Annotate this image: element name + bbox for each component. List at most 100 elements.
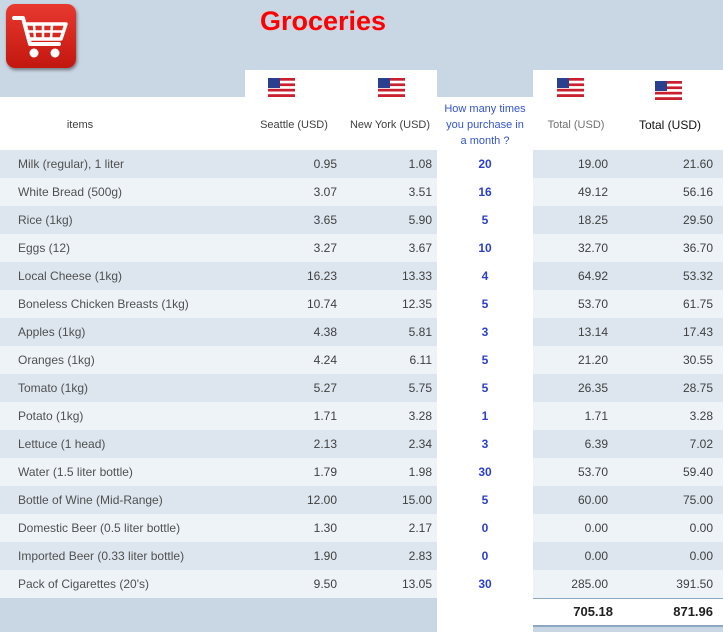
header-total-seattle: Total (USD) [547,119,605,131]
row-background [0,486,723,514]
item-name: Boneless Chicken Breasts (1kg) [18,297,189,311]
item-name: Oranges (1kg) [18,353,95,367]
table-row: Potato (1kg) 1.71 3.28 1 1.71 3.28 [0,402,723,430]
total-seattle: 18.25 [577,213,608,227]
header-seattle: Seattle (USD) [260,119,328,131]
item-name: Tomato (1kg) [18,381,89,395]
times-cell-background [437,430,533,458]
totals-box [533,598,723,627]
times-per-month[interactable]: 30 [478,465,492,479]
item-name: Domestic Beer (0.5 liter bottle) [18,521,181,535]
times-per-month[interactable]: 4 [481,269,489,283]
times-cell-background [437,346,533,374]
new-york-price: 2.83 [408,549,432,563]
times-per-month[interactable]: 5 [481,353,489,367]
times-per-month[interactable]: 3 [481,325,489,339]
total-new-york: 36.70 [682,241,713,255]
total-seattle: 21.20 [577,353,608,367]
new-york-price: 13.05 [401,577,432,591]
times-per-month[interactable]: 0 [481,521,489,535]
total-seattle: 1.71 [584,409,608,423]
table-row: Bottle of Wine (Mid-Range) 12.00 15.00 5 60.… [0,486,723,514]
total-new-york: 29.50 [682,213,713,227]
seattle-price: 5.27 [313,381,337,395]
row-background [0,262,723,290]
total-new-york: 7.02 [689,437,713,451]
seattle-price: 16.23 [306,269,337,283]
seattle-price: 9.50 [313,577,337,591]
total-seattle: 6.39 [584,437,608,451]
page-title: Groceries [260,6,387,36]
times-per-month[interactable]: 5 [481,297,489,311]
times-per-month[interactable]: 16 [478,185,492,199]
table-row: Oranges (1kg) 4.24 6.11 5 21.20 30.55 [0,346,723,374]
row-background [0,402,723,430]
grand-total-new-york: 871.96 [673,604,713,619]
grand-total-seattle: 705.18 [573,604,613,619]
new-york-price: 6.11 [409,353,432,367]
times-cell-background [437,486,533,514]
header-items: items [66,119,94,131]
item-name: Water (1.5 liter bottle) [18,465,133,479]
item-name: Potato (1kg) [18,409,84,423]
header-total-new-york: Total (USD) [638,118,701,132]
total-seattle: 64.92 [577,269,608,283]
times-cell-background [437,234,533,262]
new-york-price: 15.00 [401,493,432,507]
table-row: Pack of Cigarettes (20's) 9.50 13.05 30 285.… [0,570,723,598]
times-per-month[interactable]: 5 [481,381,489,395]
times-cell-background [437,206,533,234]
new-york-price: 5.90 [408,213,432,227]
item-name: Imported Beer (0.33 liter bottle) [18,549,185,563]
table-row: Domestic Beer (0.5 liter bottle) 1.30 2.17… [0,514,723,542]
total-new-york: 21.60 [682,157,713,171]
times-per-month[interactable]: 5 [481,213,489,227]
times-cell-background [437,178,533,206]
shopping-cart-icon[interactable] [6,4,76,68]
new-york-price: 3.28 [408,409,432,423]
seattle-price: 3.65 [313,213,337,227]
table-row: Local Cheese (1kg) 16.23 13.33 4 64.92 53.32 [0,262,723,290]
seattle-price: 0.95 [313,157,337,171]
header-times-band [437,97,533,149]
times-cell-background [437,262,533,290]
times-per-month[interactable]: 1 [481,409,489,423]
table-row: Imported Beer (0.33 liter bottle) 1.90 2.8… [0,542,723,570]
row-background [0,570,723,598]
times-cell-background [437,150,533,178]
times-per-month[interactable]: 10 [478,241,492,255]
table-row: Boneless Chicken Breasts (1kg) 10.74 12.35… [0,290,723,318]
times-per-month[interactable]: 30 [478,577,492,591]
times-per-month[interactable]: 20 [478,157,492,171]
item-name: Pack of Cigarettes (20's) [18,577,150,591]
seattle-price: 3.07 [313,185,337,199]
new-york-price: 3.51 [408,185,432,199]
total-new-york: 391.50 [676,577,713,591]
total-new-york: 0.00 [689,549,713,563]
us-flag-icon [557,78,584,97]
seattle-price: 1.71 [313,409,337,423]
times-per-month[interactable]: 5 [481,493,489,507]
new-york-price: 13.33 [401,269,432,283]
row-background [0,318,723,346]
table-row: Tomato (1kg) 5.27 5.75 5 26.35 28.75 [0,374,723,402]
total-new-york: 53.32 [682,269,713,283]
row-background [0,150,723,178]
total-new-york: 61.75 [682,297,713,311]
total-seattle: 0.00 [584,521,608,535]
seattle-price: 3.27 [313,241,337,255]
table-row: Lettuce (1 head) 2.13 2.34 3 6.39 7.02 [0,430,723,458]
times-cell-background [437,318,533,346]
total-seattle: 32.70 [577,241,608,255]
times-per-month[interactable]: 0 [481,549,489,563]
item-name: Rice (1kg) [18,213,73,227]
seattle-price: 1.79 [313,465,337,479]
row-background [0,234,723,262]
times-per-month[interactable]: 3 [481,437,489,451]
row-background [0,346,723,374]
total-seattle: 13.14 [577,325,608,339]
total-new-york: 28.75 [682,381,713,395]
item-name: Apples (1kg) [18,325,86,339]
total-new-york: 17.43 [682,325,713,339]
seattle-price: 2.13 [313,437,337,451]
